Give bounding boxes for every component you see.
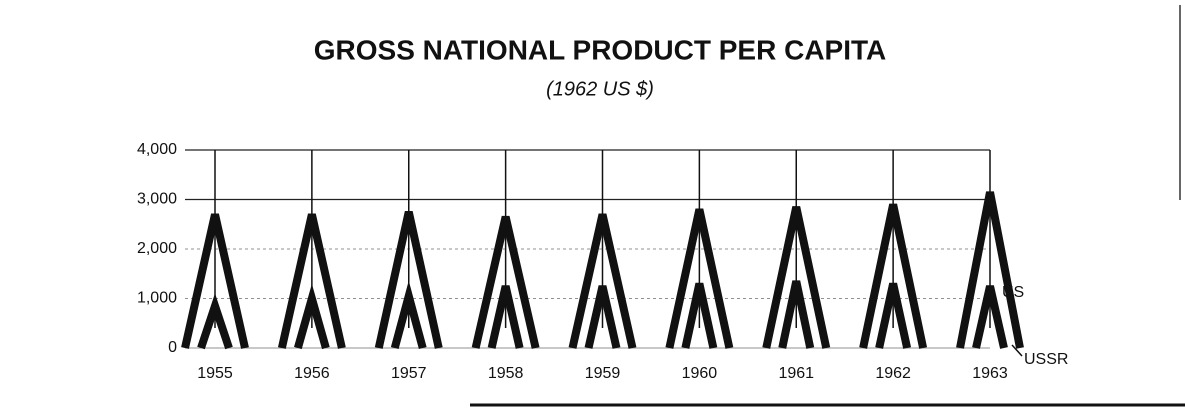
- tent: [584, 285, 621, 349]
- x-tick-label: 1963: [972, 365, 1008, 382]
- tent: [875, 282, 912, 349]
- x-tick-label: 1958: [488, 365, 524, 382]
- y-tick-label: 2,000: [137, 240, 177, 257]
- tent: [859, 203, 928, 349]
- y-tick-label: 1,000: [137, 290, 177, 307]
- tent: [471, 215, 540, 349]
- tent: [665, 208, 734, 349]
- legend-label: USSR: [1024, 351, 1068, 368]
- tent: [374, 211, 443, 349]
- x-tick-label: 1955: [197, 365, 233, 382]
- tent: [294, 283, 330, 350]
- tent: [277, 213, 346, 349]
- tent: [487, 285, 524, 349]
- tent: [972, 285, 1008, 349]
- x-tick-label: 1961: [778, 365, 814, 382]
- tent: [181, 213, 249, 349]
- tent: [197, 293, 233, 350]
- legend-label: US: [1002, 284, 1024, 301]
- y-tick-label: 4,000: [137, 141, 177, 158]
- tent: [390, 280, 427, 350]
- x-tick-label: 1956: [294, 365, 330, 382]
- chart-subtitle: (1962 US $): [546, 78, 654, 100]
- chart-title: GROSS NATIONAL PRODUCT PER CAPITA: [314, 34, 886, 65]
- y-tick-label: 3,000: [137, 191, 177, 208]
- x-tick-label: 1957: [391, 365, 427, 382]
- tent: [681, 282, 718, 349]
- y-tick-label: 0: [168, 339, 177, 356]
- tent: [778, 280, 815, 349]
- tent: [956, 191, 1024, 349]
- x-tick-label: 1959: [585, 365, 621, 382]
- legend-leader: [1011, 344, 1023, 357]
- x-tick-label: 1960: [682, 365, 718, 382]
- tent: [568, 213, 637, 349]
- x-tick-label: 1962: [875, 365, 911, 382]
- tent: [762, 206, 831, 349]
